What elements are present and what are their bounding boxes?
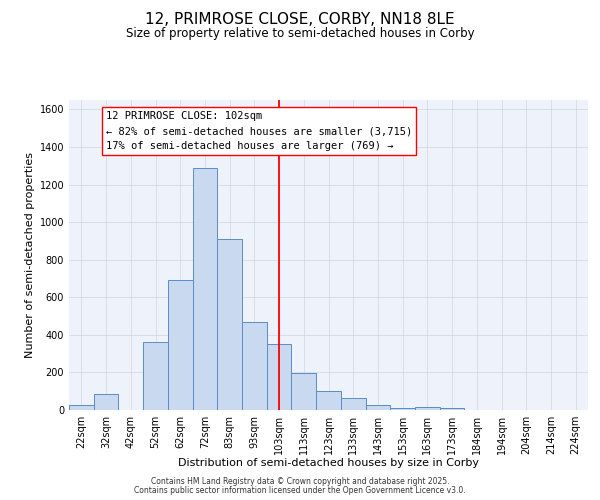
- Bar: [217, 239, 242, 410]
- Text: Size of property relative to semi-detached houses in Corby: Size of property relative to semi-detach…: [125, 28, 475, 40]
- Bar: [316, 391, 341, 410]
- Bar: [94, 394, 118, 410]
- Bar: [267, 344, 292, 410]
- Bar: [415, 407, 440, 410]
- Bar: [193, 168, 217, 410]
- Bar: [143, 342, 168, 410]
- Text: 12, PRIMROSE CLOSE, CORBY, NN18 8LE: 12, PRIMROSE CLOSE, CORBY, NN18 8LE: [145, 12, 455, 28]
- Bar: [69, 406, 94, 410]
- Text: Contains public sector information licensed under the Open Government Licence v3: Contains public sector information licen…: [134, 486, 466, 495]
- X-axis label: Distribution of semi-detached houses by size in Corby: Distribution of semi-detached houses by …: [178, 458, 479, 468]
- Bar: [242, 322, 267, 410]
- Text: 12 PRIMROSE CLOSE: 102sqm
← 82% of semi-detached houses are smaller (3,715)
17% : 12 PRIMROSE CLOSE: 102sqm ← 82% of semi-…: [106, 112, 412, 151]
- Bar: [292, 374, 316, 410]
- Bar: [365, 406, 390, 410]
- Y-axis label: Number of semi-detached properties: Number of semi-detached properties: [25, 152, 35, 358]
- Bar: [168, 280, 193, 410]
- Bar: [440, 408, 464, 410]
- Text: Contains HM Land Registry data © Crown copyright and database right 2025.: Contains HM Land Registry data © Crown c…: [151, 477, 449, 486]
- Bar: [341, 398, 365, 410]
- Bar: [390, 408, 415, 410]
